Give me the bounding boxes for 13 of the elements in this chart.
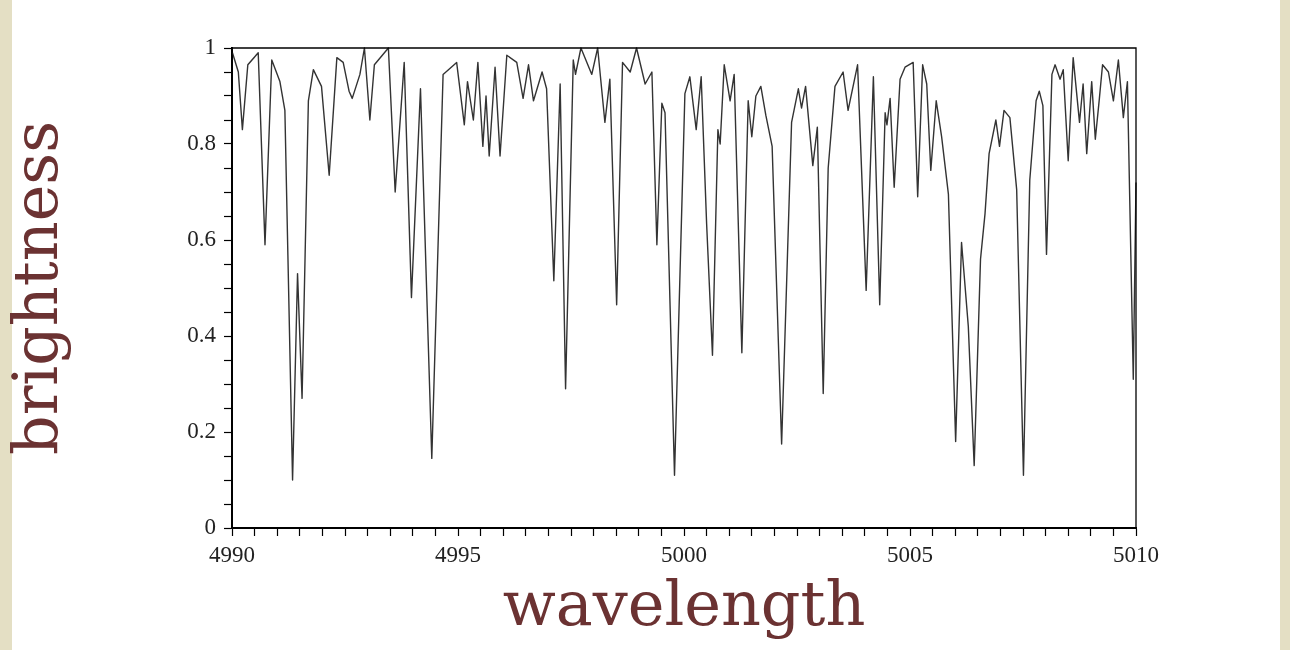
x-axis-title: wavelength — [502, 566, 866, 640]
x-tick-label: 4990 — [209, 541, 255, 567]
y-tick-label: 0.6 — [187, 226, 216, 252]
y-tick-label: 0 — [204, 514, 216, 540]
y-tick-label: 0.8 — [187, 130, 216, 156]
y-tick-label: 0.4 — [187, 322, 217, 348]
x-tick-label: 5000 — [661, 541, 707, 567]
y-tick-label: 0.2 — [187, 418, 216, 444]
x-tick-label: 5010 — [1113, 541, 1159, 567]
y-axis-title: brightness — [0, 121, 73, 455]
y-tick-label: 1 — [204, 34, 216, 60]
x-tick-label: 4995 — [435, 541, 481, 567]
x-tick-label: 5005 — [887, 541, 933, 567]
